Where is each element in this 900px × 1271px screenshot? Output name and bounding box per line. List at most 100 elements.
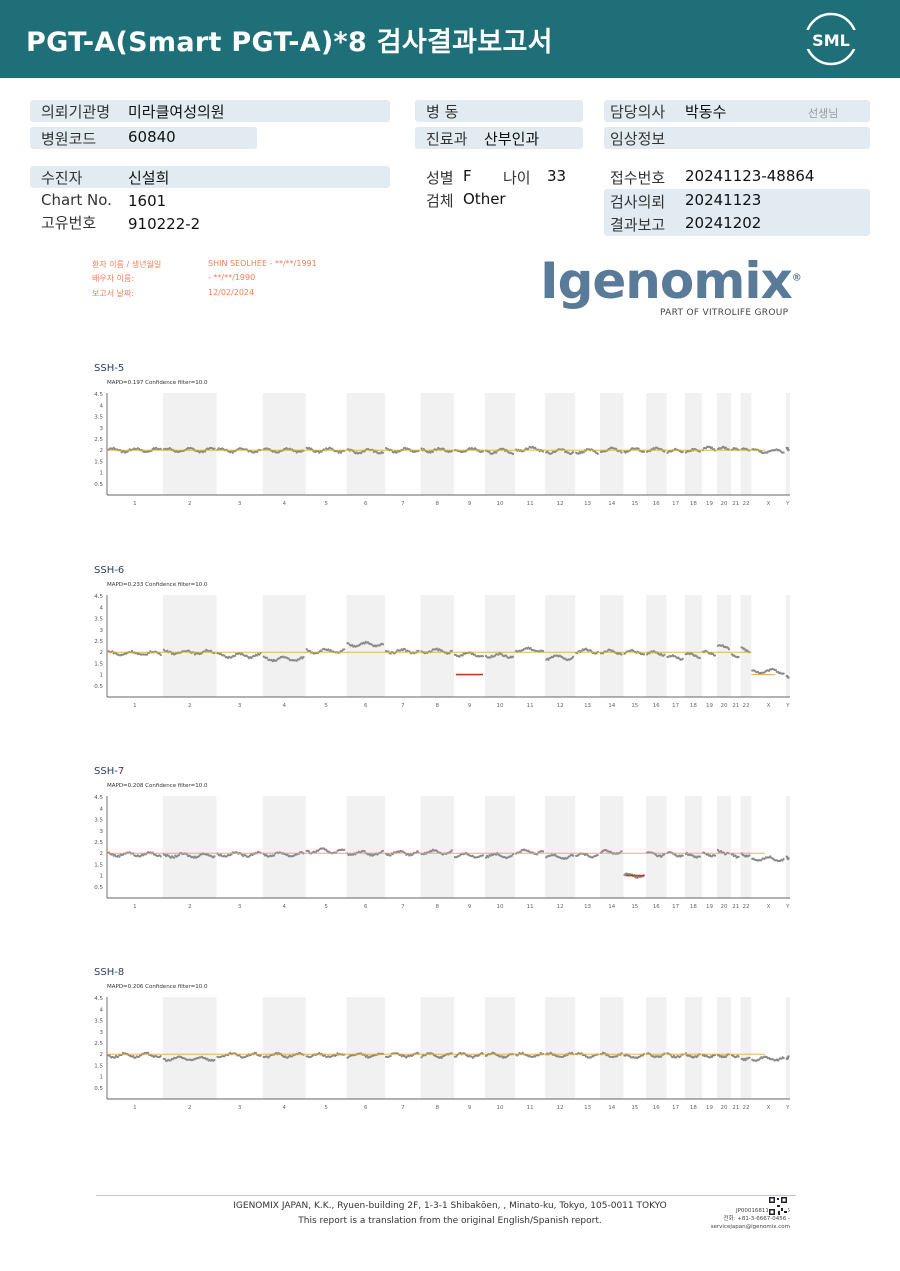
report-date-value: 20241202 [685, 214, 762, 232]
patient-label: 수진자 [41, 169, 83, 187]
cnv-points-17 [666, 851, 684, 858]
chromosome-band [420, 595, 454, 697]
y-tick-label: 2.5 [94, 840, 103, 846]
chromosome-label-19: 19 [706, 904, 713, 910]
orig-patient-label: 환자 이름 / 생년월일 [92, 260, 162, 269]
chromosome-band [785, 393, 790, 495]
cnv-points-13 [575, 1051, 599, 1059]
chromosome-label-20: 20 [720, 703, 727, 709]
chromosome-label-4: 4 [282, 1105, 286, 1111]
chromosome-label-X: X [767, 1105, 771, 1111]
chromosome-label-12: 12 [557, 1105, 564, 1111]
cnv-points-17 [666, 447, 684, 454]
chromosome-label-5: 5 [324, 1105, 328, 1111]
cnv-points-19 [701, 649, 717, 657]
y-tick-label: 0.5 [94, 1086, 103, 1092]
band-ward [415, 100, 583, 122]
plot-title: SSH-5 [94, 363, 124, 374]
orig-date-value: 12/02/2024 [208, 288, 255, 297]
chromosome-label-17: 17 [672, 501, 679, 507]
orig-date-label: 보고서 날짜: [92, 289, 135, 298]
specimen-label: 검체 [426, 192, 454, 210]
y-tick-label: 4 [100, 806, 104, 812]
chromosome-label-13: 13 [584, 703, 591, 709]
orig-patient-value: SHIN SEOLHEE - **/**/1991 [208, 259, 317, 268]
cnv-points-13 [575, 448, 599, 455]
chromosome-label-16: 16 [653, 1105, 660, 1111]
band-institution [30, 100, 390, 122]
chromosome-label-19: 19 [706, 501, 713, 507]
cnv-points-22 [740, 646, 751, 654]
chromosome-label-14: 14 [608, 904, 615, 910]
id-label: 고유번호 [41, 214, 97, 232]
cnv-points-12 [545, 853, 575, 861]
cnv-points-22 [740, 1056, 751, 1062]
orig-spouse-value: - **/**/1990 [208, 273, 256, 282]
sex-value: F [463, 167, 472, 185]
band-hospital-code [30, 127, 257, 149]
plot-title: SSH-8 [94, 967, 124, 978]
age-value: 33 [547, 167, 567, 185]
cnv-points-18 [684, 851, 702, 859]
cnv-points-Y [785, 1055, 790, 1061]
y-tick-label: 2 [100, 650, 104, 656]
chromosome-band [684, 796, 702, 898]
cnv-plot-ssh-8: SSH-8 MAPD=0.206 Confidence filter=10.0 1 2… [80, 959, 800, 1119]
chromosome-label-14: 14 [608, 501, 615, 507]
chromosome-band [684, 997, 702, 1099]
chromosome-band [420, 393, 454, 495]
cnv-plot-ssh-5: SSH-5 MAPD=0.197 Confidence filter=10.0 1 2… [80, 355, 800, 515]
specimen-value: Other [463, 190, 506, 208]
y-tick-label: 3.5 [94, 617, 103, 623]
chromosome-label-8: 8 [435, 1105, 439, 1111]
chromosome-label-16: 16 [653, 703, 660, 709]
plot-subtitle: MAPD=0.208 Confidence filter=10.0 [107, 783, 208, 789]
y-tick-label: 2 [100, 448, 104, 454]
chromosome-label-9: 9 [468, 904, 472, 910]
chromosome-label-5: 5 [324, 904, 328, 910]
chromosome-label-18: 18 [690, 1105, 697, 1111]
cnv-points-13 [575, 647, 599, 655]
chromosome-band [162, 796, 217, 898]
cnv-points-1 [106, 851, 162, 858]
cnv-points-9 [453, 1051, 484, 1059]
chromosome-label-3: 3 [238, 703, 242, 709]
institution-label: 의뢰기관명 [41, 103, 111, 121]
cnv-points-10 [484, 651, 515, 659]
chromosome-label-6: 6 [364, 501, 368, 507]
id-value: 910222-2 [128, 215, 201, 233]
y-tick-label: 1 [100, 1075, 104, 1081]
igenomix-logo: Igenomix® PART OF VITROLIFE GROUP [540, 252, 802, 318]
cnv-points-11 [515, 1051, 545, 1059]
patient-value: 신설희 [128, 169, 170, 187]
doctor-label: 담당의사 [610, 103, 666, 121]
chromosome-band [346, 997, 386, 1099]
cnv-points-11 [515, 646, 545, 653]
chromosome-label-22: 22 [742, 904, 749, 910]
chromosome-label-6: 6 [364, 1105, 368, 1111]
chromosome-label-1: 1 [133, 703, 137, 709]
ward-label: 병 동 [426, 103, 459, 121]
chromosome-label-10: 10 [497, 904, 504, 910]
chromosome-label-21: 21 [732, 501, 739, 507]
orig-spouse-label: 배우자 이름: [92, 274, 135, 283]
chromosome-band [740, 595, 752, 697]
cnv-points-17 [666, 654, 684, 661]
chromosome-band [485, 997, 516, 1099]
band-clinical [604, 127, 870, 149]
chromosome-band [716, 997, 731, 1099]
chromosome-label-5: 5 [324, 501, 328, 507]
chromosome-band [785, 595, 790, 697]
chromosome-label-18: 18 [690, 703, 697, 709]
band-dept [415, 127, 583, 149]
y-tick-label: 3 [100, 1030, 104, 1036]
cnv-points-3 [216, 651, 262, 660]
sml-logo: SML [804, 12, 858, 66]
cnv-points-X [751, 667, 785, 675]
cnv-points-4 [262, 655, 305, 663]
y-tick-label: 1.5 [94, 459, 103, 465]
chromosome-label-2: 2 [188, 1105, 192, 1111]
plot-title: SSH-7 [94, 766, 124, 777]
footer: IGENOMIX JAPAN, K.K., Ryuen-building 2F,… [0, 1199, 900, 1229]
chromosome-band [162, 997, 217, 1099]
